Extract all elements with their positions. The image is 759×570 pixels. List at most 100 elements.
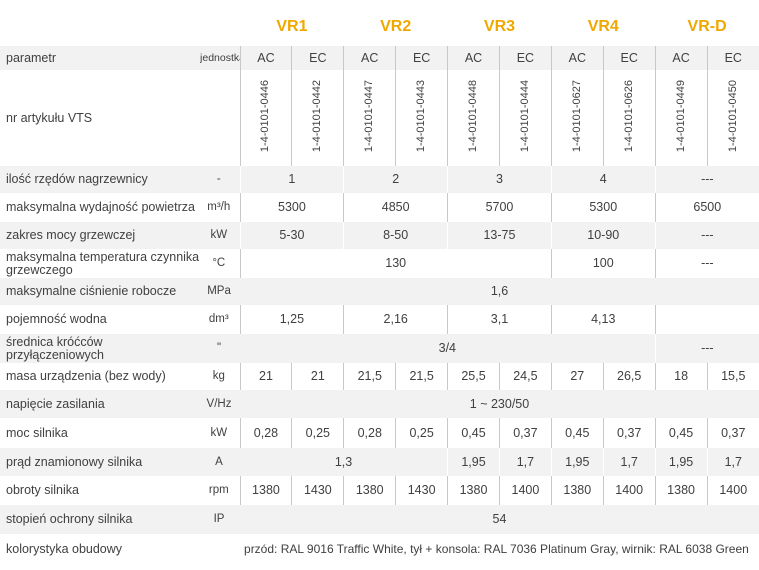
value-cell: --- xyxy=(654,249,759,278)
article-code: 1-4-0101-0449 xyxy=(654,70,708,166)
row-masa: masa urządzenia (bez wody) kg 21 21 21,5… xyxy=(0,363,759,390)
article-code: 1-4-0101-0450 xyxy=(706,70,759,166)
value-cell: 1400 xyxy=(706,476,759,505)
value-cell: 1,95 xyxy=(654,448,708,476)
value-cell: 3/4 xyxy=(240,334,656,363)
value-cell: 15,5 xyxy=(706,363,759,390)
value-cell: 54 xyxy=(240,505,759,534)
row-label: napięcie zasilania xyxy=(0,390,201,418)
value-cell: 2 xyxy=(343,166,448,193)
value-cell: 5700 xyxy=(447,193,552,222)
sub-header-cell: EC xyxy=(395,46,448,70)
value-cell: --- xyxy=(654,334,759,363)
value-cell: 18 xyxy=(654,363,708,390)
value-cell: 0,37 xyxy=(706,418,759,448)
row-moc-silnika: moc silnika kW 0,28 0,25 0,28 0,25 0,45 … xyxy=(0,418,759,448)
sub-header-cell: AC xyxy=(550,46,604,70)
row-label: stopień ochrony silnika xyxy=(0,505,201,534)
value-cell: 21 xyxy=(291,363,344,390)
value-cell: 13-75 xyxy=(447,222,552,249)
sub-header-row: parametr jednostka AC EC AC EC AC EC AC … xyxy=(0,46,759,70)
value-cell: --- xyxy=(654,166,759,193)
sub-header-cell: EC xyxy=(602,46,656,70)
value-cell: 3 xyxy=(447,166,552,193)
row-label: maksymalna temperatura czynnika grzewcze… xyxy=(0,249,201,278)
value-cell: 26,5 xyxy=(602,363,656,390)
value-cell: 1400 xyxy=(602,476,656,505)
header-blank xyxy=(200,0,241,46)
row-kolorystyka: kolorystyka obudowy przód: RAL 9016 Traf… xyxy=(0,534,759,564)
sub-header-cell: AC xyxy=(343,46,396,70)
sub-header-cell: EC xyxy=(706,46,759,70)
model-vr-d: VR-D xyxy=(655,0,759,46)
sub-header-cell: AC xyxy=(239,46,292,70)
value-cell: 0,45 xyxy=(550,418,604,448)
value-cell: 1380 xyxy=(239,476,292,505)
model-vr3: VR3 xyxy=(447,0,552,46)
row-unit: kg xyxy=(200,363,241,390)
value-cell: 1380 xyxy=(447,476,500,505)
value-cell: 1400 xyxy=(498,476,552,505)
value-cell: 0,37 xyxy=(602,418,656,448)
value-cell: 0,25 xyxy=(291,418,344,448)
row-unit: °C xyxy=(200,249,241,278)
row-label: maksymalna wydajność powietrza xyxy=(0,193,201,222)
row-label: nr artykułu VTS xyxy=(0,70,201,166)
value-cell: --- xyxy=(654,222,759,249)
article-row: nr artykułu VTS 1-4-0101-0446 1-4-0101-0… xyxy=(0,70,759,166)
model-vr1: VR1 xyxy=(240,0,344,46)
row-unit: dm³ xyxy=(200,305,241,334)
article-code: 1-4-0101-0627 xyxy=(550,70,604,166)
value-cell: 0,45 xyxy=(447,418,500,448)
row-unit: kW xyxy=(200,222,241,249)
value-cell: 0,25 xyxy=(395,418,448,448)
row-unit: MPa xyxy=(200,278,241,305)
value-cell: 5300 xyxy=(239,193,344,222)
row-unit xyxy=(200,70,241,166)
value-cell: przód: RAL 9016 Traffic White, tył + kon… xyxy=(240,534,759,564)
row-label: obroty silnika xyxy=(0,476,201,505)
value-cell: 1 ~ 230/50 xyxy=(240,390,759,418)
row-krocce: średnica króćców przyłączeniowych " 3/4 … xyxy=(0,334,759,363)
sub-header-cell: EC xyxy=(498,46,552,70)
article-code: 1-4-0101-0448 xyxy=(447,70,500,166)
value-cell: 1,6 xyxy=(240,278,759,305)
row-label: moc silnika xyxy=(0,418,201,448)
unit-header: jednostka xyxy=(200,46,241,70)
sub-header-cell: AC xyxy=(447,46,500,70)
row-pojemnosc: pojemność wodna dm³ 1,25 2,16 3,1 4,13 xyxy=(0,305,759,334)
value-cell: 5-30 xyxy=(239,222,344,249)
row-obroty: obroty silnika rpm 1380 1430 1380 1430 1… xyxy=(0,476,759,505)
sub-header-cell: AC xyxy=(654,46,708,70)
row-moc: zakres mocy grzewczej kW 5-30 8-50 13-75… xyxy=(0,222,759,249)
value-cell: 4850 xyxy=(343,193,448,222)
row-unit: V/Hz xyxy=(200,390,241,418)
row-prad: prąd znamionowy silnika A 1,3 1,95 1,7 1… xyxy=(0,448,759,476)
sub-header-cell: EC xyxy=(291,46,344,70)
model-header-row: VR1 VR2 VR3 VR4 VR-D xyxy=(0,0,759,46)
value-cell: 8-50 xyxy=(343,222,448,249)
value-cell: 0,45 xyxy=(654,418,708,448)
article-code: 1-4-0101-0444 xyxy=(498,70,552,166)
value-cell: 1,3 xyxy=(240,448,448,476)
value-cell: 24,5 xyxy=(498,363,552,390)
row-unit: IP xyxy=(200,505,241,534)
row-label: maksymalne ciśnienie robocze xyxy=(0,278,201,305)
value-cell: 4 xyxy=(550,166,656,193)
model-vr4: VR4 xyxy=(551,0,656,46)
value-cell: 2,16 xyxy=(343,305,448,334)
value-cell: 1430 xyxy=(291,476,344,505)
row-temp: maksymalna temperatura czynnika grzewcze… xyxy=(0,249,759,278)
row-label: kolorystyka obudowy xyxy=(0,534,201,564)
value-cell: 25,5 xyxy=(447,363,500,390)
row-label: masa urządzenia (bez wody) xyxy=(0,363,201,390)
value-cell: 3,1 xyxy=(447,305,552,334)
value-cell: 1,7 xyxy=(602,448,656,476)
row-unit: - xyxy=(200,166,241,193)
article-code: 1-4-0101-0443 xyxy=(395,70,448,166)
value-cell: 130 xyxy=(239,249,552,278)
value-cell: 10-90 xyxy=(550,222,656,249)
article-code: 1-4-0101-0442 xyxy=(291,70,344,166)
